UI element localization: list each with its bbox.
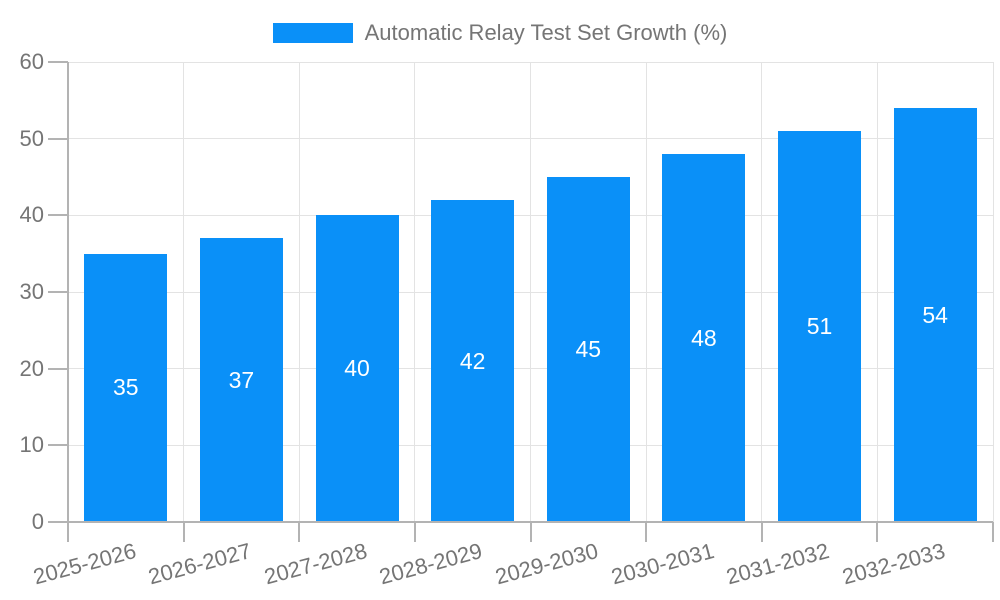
y-axis-tick-label: 0 xyxy=(31,509,44,534)
x-axis-tick xyxy=(298,522,301,542)
x-gridline xyxy=(876,62,878,522)
bar: 48 xyxy=(662,154,746,522)
x-gridline xyxy=(530,62,531,522)
bar-value-label: 35 xyxy=(113,374,139,401)
bar: 37 xyxy=(199,238,283,522)
y-axis-tick xyxy=(48,444,68,447)
bar: 40 xyxy=(315,215,399,522)
bar: 54 xyxy=(893,108,977,522)
x-axis-tick xyxy=(413,522,416,542)
bar-value-label: 54 xyxy=(922,301,948,328)
x-axis-tick xyxy=(876,522,879,542)
x-gridline xyxy=(645,62,647,522)
legend-label: Automatic Relay Test Set Growth (%) xyxy=(364,20,728,45)
y-axis-tick-label: 20 xyxy=(19,355,44,381)
legend-item[interactable]: Automatic Relay Test Set Growth (%) xyxy=(0,20,1000,46)
y-axis-tick xyxy=(48,61,68,63)
y-axis-tick xyxy=(48,214,68,217)
bar-value-label: 51 xyxy=(806,313,833,339)
bar: 45 xyxy=(546,177,630,522)
x-axis-category-label: 2027-2028 xyxy=(261,538,370,590)
bar: 35 xyxy=(84,253,168,522)
x-gridline xyxy=(414,62,416,522)
x-axis-line xyxy=(66,521,993,523)
plot-area: 0 10 20 30 40 50 60 35 37 40 42 45 48 51 54 2025-2026 20… xyxy=(20,50,994,589)
bar-value-label: 45 xyxy=(575,336,602,362)
x-axis-tick xyxy=(992,522,994,542)
x-axis-category-label: 2030-2031 xyxy=(608,538,717,590)
bar-value-label: 37 xyxy=(228,366,255,393)
legend-swatch xyxy=(272,23,353,43)
y-axis-tick-label: 40 xyxy=(19,202,44,228)
x-axis-category-label: 2031-2032 xyxy=(723,538,833,590)
x-axis-tick xyxy=(67,522,69,542)
y-axis-tick xyxy=(48,367,68,370)
bar: 51 xyxy=(778,131,862,522)
x-axis-category-label: 2032-2033 xyxy=(839,538,948,590)
x-axis-category-label: 2026-2027 xyxy=(145,538,254,590)
x-axis-category-label: 2028-2029 xyxy=(377,538,486,590)
y-axis-tick-label: 50 xyxy=(19,125,44,151)
y-axis-tick xyxy=(48,521,68,523)
x-axis-tick xyxy=(645,522,648,542)
y-axis-tick-label: 30 xyxy=(19,279,44,304)
x-gridline xyxy=(298,62,300,522)
bar-value-label: 40 xyxy=(344,355,370,382)
bar: 42 xyxy=(431,200,515,522)
y-axis-tick-label: 10 xyxy=(19,432,44,458)
y-axis-tick xyxy=(48,137,68,140)
y-axis-tick-label: 60 xyxy=(19,49,44,74)
x-axis-category-label: 2029-2030 xyxy=(492,538,601,590)
x-axis-tick xyxy=(529,522,532,542)
x-axis-tick xyxy=(760,522,763,542)
x-gridline xyxy=(183,62,185,522)
y-axis-tick xyxy=(48,291,68,293)
bar-value-label: 42 xyxy=(459,347,486,374)
y-axis-line xyxy=(67,62,69,522)
bar-value-label: 48 xyxy=(691,324,717,351)
x-axis-tick xyxy=(182,522,185,542)
x-axis-category-label: 2025-2026 xyxy=(30,538,139,590)
x-gridline xyxy=(761,62,763,522)
x-gridline xyxy=(992,62,994,522)
